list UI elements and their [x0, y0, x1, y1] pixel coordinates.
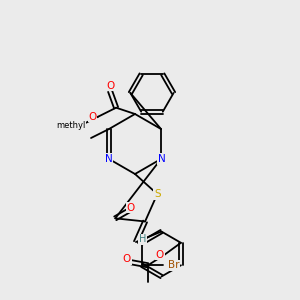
Text: N: N	[158, 154, 166, 164]
Text: O: O	[127, 203, 135, 213]
Text: S: S	[154, 189, 160, 199]
Text: H: H	[139, 234, 146, 244]
Text: O: O	[156, 250, 164, 260]
Text: methyl: methyl	[56, 121, 86, 130]
Text: O: O	[88, 112, 97, 122]
Text: Br: Br	[168, 260, 179, 270]
Text: O: O	[123, 254, 131, 264]
Text: N: N	[105, 154, 113, 164]
Text: O: O	[106, 81, 114, 91]
